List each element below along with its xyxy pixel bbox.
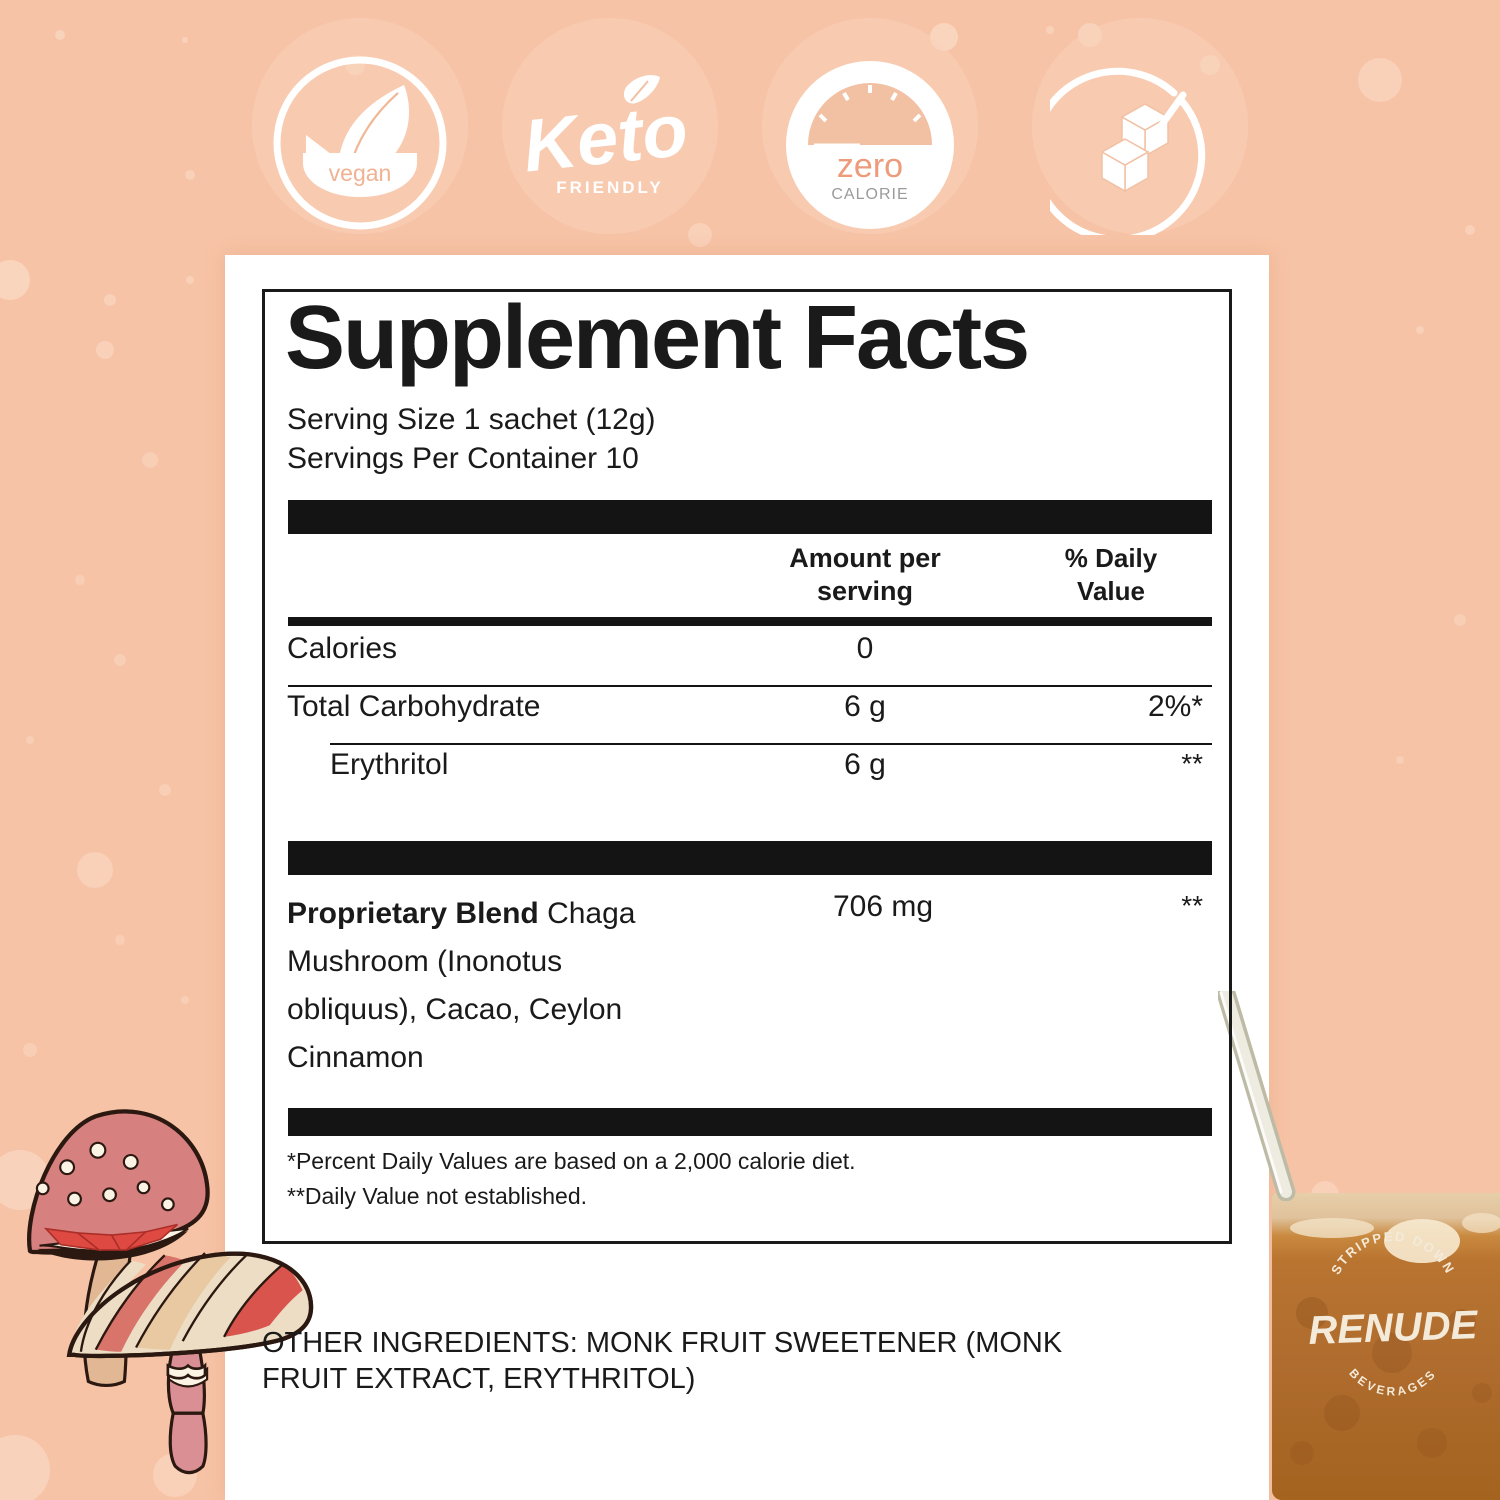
svg-text:vegan: vegan [329,160,392,186]
svg-text:RENUDE: RENUDE [1308,1303,1480,1353]
svg-text:STRIPPED DOWN: STRIPPED DOWN [1328,1229,1458,1277]
svg-text:CALORIE: CALORIE [831,186,908,203]
svg-text:BEVERAGES: BEVERAGES [1346,1366,1439,1399]
svg-text:Keto: Keto [520,88,691,188]
svg-text:FRIENDLY: FRIENDLY [556,178,663,197]
svg-text:zero: zero [837,147,903,185]
